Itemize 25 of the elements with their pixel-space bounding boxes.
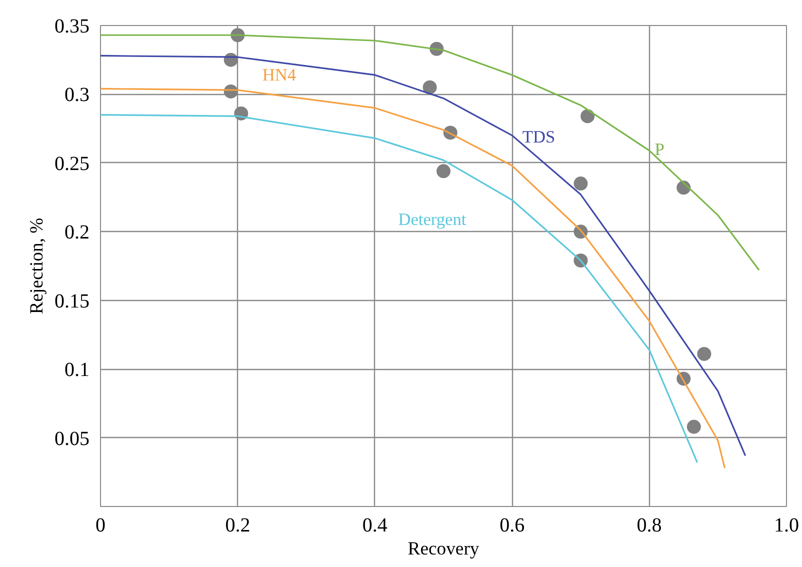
- point: [436, 164, 450, 178]
- x-tick-label: 0.6: [500, 514, 525, 536]
- point: [580, 109, 595, 124]
- y-tick-label: 0.35: [54, 16, 90, 38]
- point: [574, 176, 588, 191]
- x-tick-label: 0: [96, 514, 106, 536]
- y-tick-label: 0.3: [64, 84, 90, 106]
- y-tick-label: 0.05: [54, 428, 90, 450]
- y-tick-label: 0.2: [64, 222, 90, 244]
- series-label: TDS: [522, 127, 556, 146]
- y-tick-label: 0.25: [54, 152, 90, 175]
- y-tick-label: 0.1: [64, 359, 90, 382]
- x-tick-label: 0.8: [636, 514, 662, 536]
- y-axis-title: Rejection, %: [26, 218, 48, 314]
- series-label: P: [654, 140, 664, 159]
- point: [422, 80, 437, 94]
- x-tick-label: 1.0: [774, 514, 799, 536]
- point: [697, 346, 712, 361]
- x-axis-title: Recovery: [408, 538, 480, 560]
- series-label: HN4: [262, 66, 296, 85]
- x-tick-label: 0.4: [362, 514, 388, 536]
- point: [686, 420, 701, 434]
- x-tick-label: 0.2: [225, 514, 250, 536]
- y-tick-label: 0.15: [54, 290, 90, 312]
- series-label: Detergent: [398, 210, 466, 229]
